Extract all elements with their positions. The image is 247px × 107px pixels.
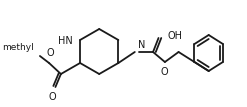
- Text: HN: HN: [58, 36, 73, 46]
- Text: O: O: [46, 48, 54, 58]
- Text: O: O: [49, 92, 57, 102]
- Text: N: N: [138, 40, 145, 50]
- Text: O: O: [160, 67, 168, 77]
- Text: OH: OH: [168, 31, 183, 41]
- Text: methyl: methyl: [2, 43, 34, 52]
